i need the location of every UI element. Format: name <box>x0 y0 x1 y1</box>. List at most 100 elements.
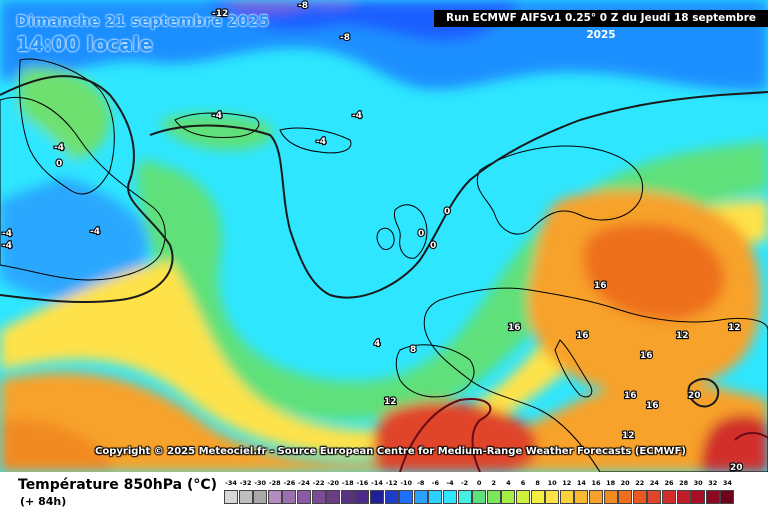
legend-label: -16 <box>356 479 369 487</box>
legend-swatch <box>545 490 560 504</box>
iso-label: 12 <box>384 397 397 407</box>
field-cyan-labrador <box>0 100 80 200</box>
legend-swatch <box>486 490 501 504</box>
legend-swatch <box>326 490 341 504</box>
legend-label: 12 <box>562 479 572 487</box>
legend-label: 22 <box>635 479 645 487</box>
iso-label: -8 <box>340 33 350 43</box>
legend-label: 8 <box>535 479 540 487</box>
coast-svalbard <box>279 127 352 154</box>
iso-label: 16 <box>624 391 637 401</box>
field-red-east <box>700 414 768 472</box>
legend-swatch <box>253 490 268 504</box>
legend-label: -2 <box>460 479 469 487</box>
legend-label: 10 <box>547 479 557 487</box>
legend-swatch <box>574 490 589 504</box>
legend-label: -8 <box>417 479 425 487</box>
legend-label: -30 <box>254 479 267 487</box>
field-cold-purple <box>220 0 320 12</box>
legend-swatch <box>676 490 691 504</box>
legend-label: 0 <box>476 479 482 487</box>
legend-swatch <box>370 490 384 504</box>
legend-label: -18 <box>341 479 354 487</box>
field-orange-south <box>0 372 768 472</box>
legend-swatch <box>530 490 545 504</box>
legend-label: -22 <box>312 479 325 487</box>
legend-label: -14 <box>371 479 383 487</box>
legend-swatch <box>472 490 487 504</box>
legend-label: -24 <box>298 479 310 487</box>
iso-label: -4 <box>2 241 12 251</box>
coast-iceland <box>174 112 260 138</box>
legend-label: 20 <box>620 479 630 487</box>
temperature-map: -12 -8 -8 -4 -4 -4 -4 -4 -4 -4 0 0 0 0 4… <box>0 0 768 472</box>
iso-label: 12 <box>728 323 741 333</box>
iso-label: 16 <box>576 331 589 341</box>
legend-swatch <box>720 490 735 504</box>
coast-ireland <box>376 227 395 250</box>
warm-isotherms <box>399 398 768 472</box>
forecast-local-time: 14:00 locale <box>16 32 153 56</box>
legend-label: 28 <box>679 479 689 487</box>
legend-swatch <box>501 490 516 504</box>
legend-label: 16 <box>591 479 601 487</box>
isotherm-zero-north <box>149 91 768 299</box>
iso-label: -4 <box>212 111 222 121</box>
iso-label: 16 <box>508 323 521 333</box>
field-red-left <box>0 419 110 472</box>
parameter-title: Température 850hPa (°C) <box>18 477 218 493</box>
field-cold-purple-2 <box>300 0 360 7</box>
legend-label: 30 <box>693 479 703 487</box>
iso-label: 12 <box>622 431 635 441</box>
iso-label: 0 <box>56 159 62 169</box>
field-yellow <box>0 200 768 456</box>
legend-swatch <box>618 490 633 504</box>
legend-swatch <box>384 490 399 504</box>
coast-canada <box>0 96 166 281</box>
isotherm-red-east <box>687 378 720 408</box>
iso-label: -4 <box>352 111 362 121</box>
legend-swatch <box>457 490 472 504</box>
legend-label: 18 <box>606 479 616 487</box>
iso-label: -8 <box>298 1 308 11</box>
legend-label: 24 <box>649 479 659 487</box>
legend-swatch <box>603 490 618 504</box>
coast-britain <box>393 204 428 259</box>
legend-swatch <box>705 490 720 504</box>
coast-italy <box>554 339 593 398</box>
legend-label: 2 <box>491 479 497 487</box>
forecast-date: Dimanche 21 septembre 2025 <box>16 12 270 30</box>
field-green-iceland <box>160 113 273 150</box>
legend-swatch <box>428 490 443 504</box>
lead-time: (+ 84h) <box>20 495 67 508</box>
zero-isotherms <box>0 75 768 408</box>
run-info-banner: Run ECMWF AIFSv1 0.25° 0 Z du Jeudi 18 s… <box>434 10 768 41</box>
iso-label: -4 <box>316 137 326 147</box>
coast-iberia <box>395 344 475 398</box>
legend-swatch <box>559 490 574 504</box>
legend-swatch <box>516 490 530 504</box>
legend-swatch <box>282 490 297 504</box>
legend-swatch <box>297 490 311 504</box>
legend-label: -10 <box>400 479 413 487</box>
map-canvas: -12 -8 -8 -4 -4 -4 -4 -4 -4 -4 0 0 0 0 4… <box>0 0 768 472</box>
iso-label: -4 <box>90 227 100 237</box>
legend-swatch <box>399 490 414 504</box>
legend-label: 34 <box>722 479 732 487</box>
iso-label: 12 <box>676 331 689 341</box>
legend-label: -12 <box>385 479 398 487</box>
legend-label: 32 <box>708 479 718 487</box>
iso-label: 0 <box>418 229 424 239</box>
legend-swatch <box>647 490 662 504</box>
iso-label: -4 <box>54 143 64 153</box>
legend-swatch <box>311 490 326 504</box>
legend-label: -32 <box>239 479 252 487</box>
coast-scandinavia <box>476 145 644 235</box>
field-orange-deep <box>583 223 725 320</box>
iso-label: 20 <box>688 391 701 401</box>
legend-swatch <box>355 490 370 504</box>
iso-label: 16 <box>594 281 607 291</box>
copyright-notice: Copyright © 2025 Meteociel.fr - Source E… <box>95 446 686 457</box>
field-cyan-west <box>0 160 148 302</box>
legend-label: -20 <box>327 479 340 487</box>
